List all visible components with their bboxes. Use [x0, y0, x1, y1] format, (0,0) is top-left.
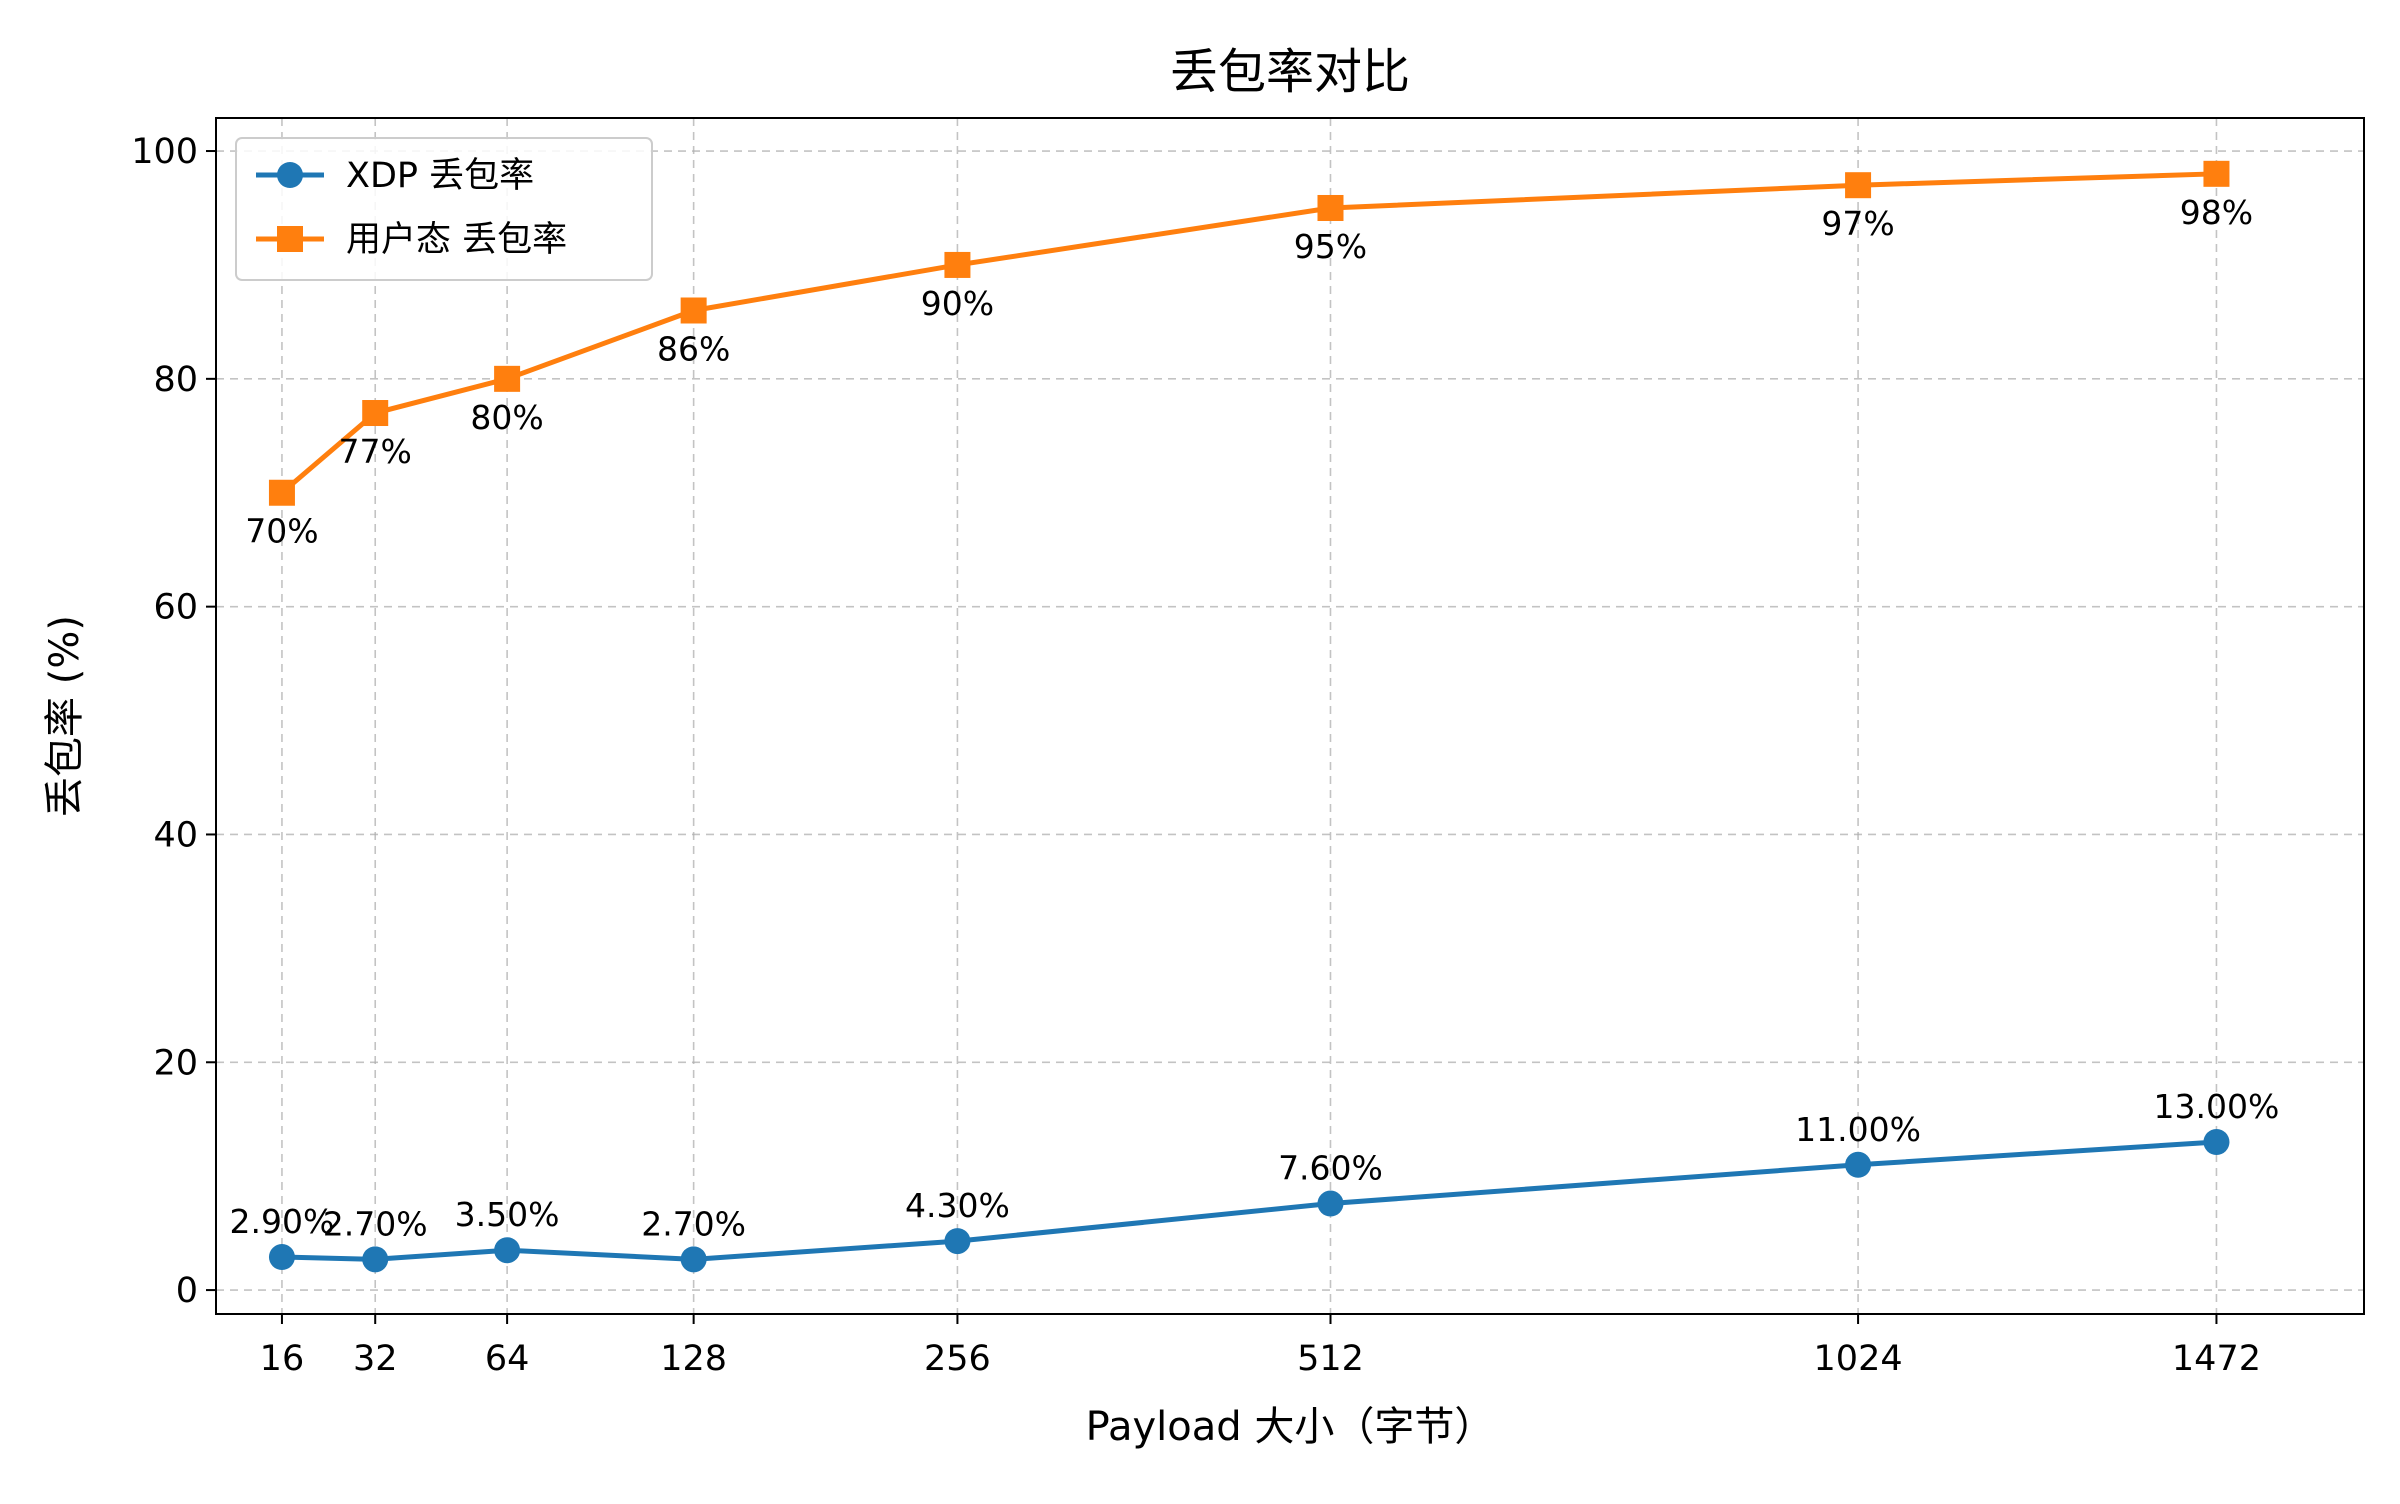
- axis-layer: 16 32 64 128 256 512 1024 1472 0 20 40 60 80 100: [131, 132, 2261, 1379]
- legend-box: [235, 137, 653, 281]
- y-axis-label: 丢包率 (%): [42, 615, 88, 817]
- data-label: 4.30%: [905, 1186, 1010, 1225]
- data-label: 11.00%: [1795, 1110, 1921, 1149]
- plot-frame: [215, 117, 2365, 1315]
- data-label: 97%: [1821, 204, 1894, 243]
- data-label: 3.50%: [455, 1195, 560, 1234]
- x-tick-label: 1472: [2172, 1339, 2261, 1379]
- data-point-square: [1845, 172, 1872, 199]
- data-point-square: [680, 297, 707, 324]
- data-label: 13.00%: [2154, 1087, 2280, 1126]
- data-point-square: [268, 479, 295, 506]
- data-point-circle: [268, 1244, 295, 1271]
- x-tick-label: 128: [660, 1339, 727, 1379]
- legend-label: XDP 丢包率: [346, 156, 534, 196]
- data-point-square: [2203, 160, 2230, 187]
- data-point-circle: [2203, 1129, 2230, 1156]
- x-tick-label: 256: [924, 1339, 991, 1379]
- x-tick-label: 32: [353, 1339, 398, 1379]
- y-tick-label: 0: [176, 1271, 198, 1311]
- data-label: 98%: [2180, 193, 2253, 232]
- data-point-circle: [680, 1246, 707, 1273]
- series-userspace: 70% 77% 80% 86% 90% 95% 97% 98%: [245, 160, 2253, 551]
- x-tick-label: 16: [260, 1339, 305, 1379]
- x-tick-label: 64: [485, 1339, 530, 1379]
- data-label: 80%: [470, 398, 543, 437]
- legend-marker-circle: [277, 162, 303, 188]
- data-label: 2.90%: [230, 1202, 335, 1241]
- data-label: 86%: [657, 329, 730, 368]
- data-label: 70%: [245, 512, 318, 551]
- series-layer: 2.90%2.70% 3.50% 2.70% 4.30%7.60%11.00%13.0…: [230, 160, 2280, 1273]
- data-point-circle: [944, 1228, 971, 1255]
- chart-title: 丢包率对比: [1170, 44, 1410, 100]
- y-tick-label: 20: [153, 1043, 198, 1083]
- data-label: 2.70%: [641, 1204, 746, 1243]
- data-label: 95%: [1294, 227, 1367, 266]
- y-tick-label: 80: [153, 360, 198, 400]
- y-tick-label: 60: [153, 588, 198, 628]
- series-line: [281, 1139, 2217, 1262]
- y-tick-label: 40: [153, 815, 198, 855]
- data-point-square: [362, 400, 389, 427]
- data-label: 2.70%: [323, 1204, 428, 1243]
- data-point-circle: [494, 1237, 521, 1264]
- grid-layer: [216, 118, 2364, 1314]
- legend-item: XDP 丢包率: [256, 156, 534, 196]
- series-line: [280, 171, 2217, 495]
- legend-marker-square: [277, 226, 303, 252]
- data-point-circle: [1845, 1151, 1872, 1178]
- legend-item: 用户态 丢包率: [256, 220, 567, 260]
- data-label: 90%: [921, 284, 994, 323]
- data-point-square: [1317, 194, 1344, 221]
- data-point-square: [494, 365, 521, 392]
- series-xdp: 2.90%2.70% 3.50% 2.70% 4.30%7.60%11.00%13.0…: [230, 1087, 2280, 1273]
- x-tick-label: 1024: [1814, 1339, 1903, 1379]
- x-tick-label: 512: [1297, 1339, 1364, 1379]
- x-axis-label: Payload 大小（字节）: [1086, 1404, 1495, 1450]
- data-point-square: [944, 251, 971, 278]
- data-point-circle: [362, 1246, 389, 1273]
- data-point-circle: [1317, 1190, 1344, 1217]
- y-tick-label: 100: [131, 132, 198, 172]
- legend-label: 用户态 丢包率: [346, 220, 567, 260]
- data-label: 7.60%: [1278, 1149, 1383, 1188]
- data-label: 77%: [339, 432, 412, 471]
